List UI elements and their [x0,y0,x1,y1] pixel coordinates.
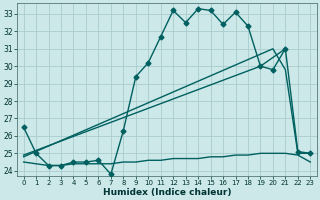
X-axis label: Humidex (Indice chaleur): Humidex (Indice chaleur) [103,188,231,197]
